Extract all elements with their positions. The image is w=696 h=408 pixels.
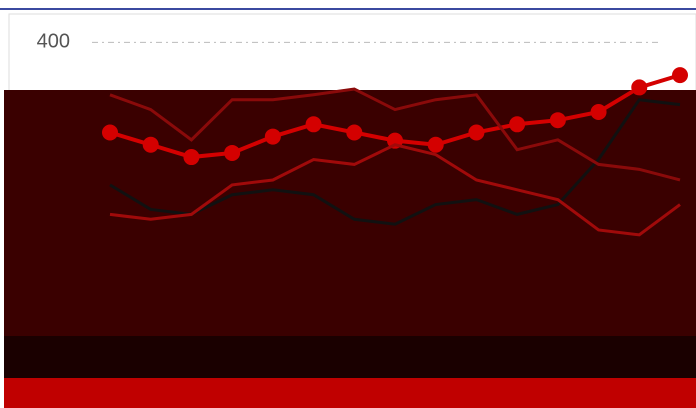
point xyxy=(102,124,118,141)
point xyxy=(631,79,648,96)
series-line xyxy=(109,87,681,182)
point xyxy=(142,136,159,153)
series-line xyxy=(109,98,681,226)
point xyxy=(672,67,688,84)
point xyxy=(346,124,363,141)
point xyxy=(549,112,566,129)
plot: 400 xyxy=(37,31,688,237)
point xyxy=(224,144,241,161)
point xyxy=(264,128,281,145)
top-border xyxy=(0,8,696,10)
glitch-bottom xyxy=(4,378,696,408)
point xyxy=(183,149,200,166)
point xyxy=(305,116,322,133)
series-line xyxy=(109,143,681,237)
glitch-band xyxy=(4,336,696,378)
y-tick-label: 400 xyxy=(37,31,70,53)
point xyxy=(468,124,485,141)
panel xyxy=(8,13,696,95)
point xyxy=(590,104,607,120)
point xyxy=(427,136,444,153)
point xyxy=(509,116,526,133)
